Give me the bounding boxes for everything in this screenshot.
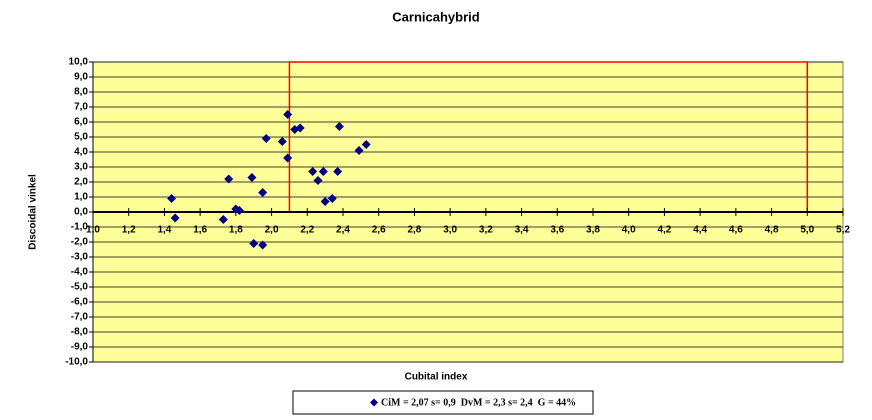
point	[308, 167, 318, 176]
x-tick-label: 4,0	[622, 225, 636, 236]
y-tick-label: -2,0	[71, 237, 89, 248]
x-axis-title: Cubital index	[405, 372, 468, 383]
y-tick-label: -9,0	[71, 342, 89, 353]
y-tick-label: 10,0	[69, 57, 89, 68]
point	[354, 146, 364, 155]
x-tick-label: 3,6	[550, 225, 564, 236]
x-tick-label: 1,8	[229, 225, 243, 236]
point	[170, 213, 180, 223]
y-tick-label: 8,0	[74, 87, 88, 98]
x-tick-label: 4,6	[729, 225, 743, 236]
point	[218, 215, 228, 224]
y-tick-label: 2,0	[74, 177, 88, 188]
x-tick-label: 1,2	[122, 225, 136, 236]
chart-title: Carnicahybrid	[392, 9, 479, 24]
y-tick-label: 9,0	[74, 72, 88, 83]
x-tick-label: 1,6	[193, 225, 207, 236]
point	[361, 140, 371, 149]
y-tick-label: 3,0	[74, 162, 88, 173]
legend-label: CiM = 2,07 s= 0,9 DvM = 2,3 s= 2,4 G = 4…	[381, 397, 576, 408]
x-tick-label: 2,6	[372, 225, 386, 236]
point	[320, 197, 330, 206]
y-tick-label: 5,0	[74, 132, 88, 143]
point	[249, 239, 259, 248]
point	[333, 167, 343, 176]
x-tick-label: 4,2	[657, 225, 671, 236]
y-tick-label: -1,0	[71, 222, 89, 233]
y-tick-label: 6,0	[74, 117, 88, 128]
point	[224, 174, 234, 184]
y-tick-label: -3,0	[71, 252, 89, 263]
x-tick-label: 2,2	[300, 225, 314, 236]
x-tick-label: 2,8	[407, 225, 421, 236]
y-tick-label: -4,0	[71, 267, 89, 278]
x-tick-label: 3,8	[586, 225, 600, 236]
x-tick-label: 1,0	[86, 225, 100, 236]
y-tick-label: -6,0	[71, 297, 89, 308]
x-tick-label: 5,0	[800, 225, 814, 236]
point	[261, 134, 271, 143]
point	[167, 194, 177, 203]
y-axis-title: Discoidal vinkel	[28, 174, 39, 250]
y-tick-label: -7,0	[71, 312, 89, 323]
legend-marker	[370, 398, 378, 407]
y-tick-label: 1,0	[74, 192, 88, 203]
x-tick-label: 4,4	[693, 225, 707, 236]
point	[334, 122, 344, 131]
point	[234, 206, 244, 215]
point	[283, 110, 293, 119]
y-tick-label: -10,0	[65, 357, 88, 368]
y-tick-label: -8,0	[71, 327, 89, 338]
point	[258, 240, 268, 250]
point	[247, 173, 257, 182]
y-tick-label: 0,0	[74, 207, 88, 218]
point	[318, 167, 328, 176]
point	[327, 194, 337, 203]
point	[313, 176, 323, 185]
y-tick-label: 4,0	[74, 147, 88, 158]
legend-box	[292, 390, 594, 415]
y-tick-label: 7,0	[74, 102, 88, 113]
x-tick-label: 4,8	[765, 225, 779, 236]
point	[295, 123, 305, 133]
y-tick-label: -5,0	[71, 282, 89, 293]
point	[258, 188, 268, 197]
x-tick-label: 3,2	[479, 225, 493, 236]
x-tick-label: 3,4	[515, 225, 529, 236]
x-tick-label: 2,0	[265, 225, 279, 236]
point	[283, 153, 293, 163]
point	[277, 137, 287, 146]
x-tick-label: 3,0	[443, 225, 457, 236]
x-tick-label: 1,4	[157, 225, 171, 236]
x-tick-label: 2,4	[336, 225, 350, 236]
x-tick-label: 5,2	[836, 225, 850, 236]
